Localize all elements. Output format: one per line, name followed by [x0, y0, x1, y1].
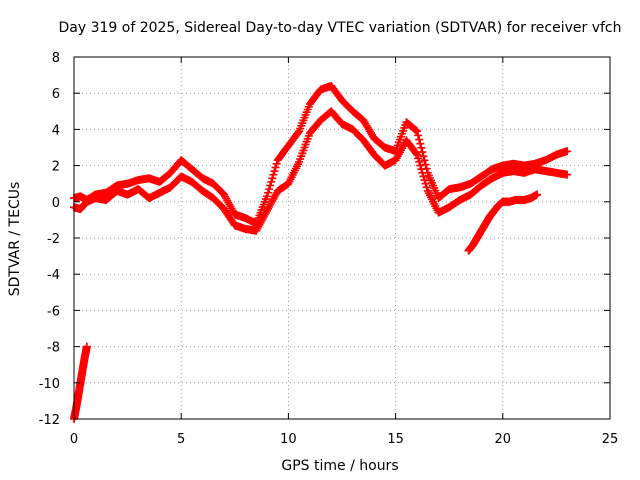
y-axis-label: SDTVAR / TECUs	[7, 182, 23, 297]
chart-title: Day 319 of 2025, Sidereal Day-to-day VTE…	[58, 20, 621, 36]
axis-ticks: 0 5 10 15 20 25 -12 -10 -8 -6 -4 -2 0 2 4 6 8	[39, 51, 619, 447]
data-point	[416, 161, 425, 170]
data-point	[262, 192, 271, 201]
x-tick-label: 5	[177, 432, 185, 447]
y-tick-label: -10	[39, 377, 60, 392]
data-point	[415, 157, 424, 166]
data-point	[418, 148, 427, 157]
data-point	[419, 152, 428, 161]
data-point	[417, 165, 426, 174]
data-point	[411, 149, 420, 158]
data-point	[563, 170, 572, 179]
x-tick-label: 10	[280, 432, 297, 447]
data-point	[266, 181, 275, 190]
data-point	[417, 143, 426, 152]
data-point	[294, 128, 303, 137]
data-point	[415, 135, 424, 144]
data-point	[563, 147, 572, 156]
x-tick-label: 25	[602, 432, 619, 447]
series-early-track	[70, 342, 91, 423]
data-point	[265, 185, 274, 194]
x-axis-label: GPS time / hours	[281, 458, 398, 474]
data-point	[421, 179, 430, 188]
y-tick-label: -2	[47, 232, 60, 247]
data-point	[411, 126, 420, 135]
y-tick-label: 4	[52, 123, 60, 138]
data-point	[82, 342, 91, 351]
series-late-track	[464, 190, 542, 255]
data-points	[70, 81, 572, 423]
data-point	[272, 159, 281, 168]
data-point	[420, 176, 429, 185]
series-track-b	[70, 107, 572, 235]
y-tick-label: -6	[47, 304, 60, 319]
y-tick-label: 6	[52, 87, 60, 102]
data-point	[422, 183, 431, 192]
x-tick-label: 0	[70, 432, 78, 447]
data-point	[413, 150, 422, 159]
data-point	[267, 177, 276, 186]
y-tick-label: -8	[47, 341, 60, 356]
grid-lines	[74, 57, 610, 419]
data-point	[418, 168, 427, 177]
data-point	[268, 174, 277, 183]
data-point	[414, 154, 423, 163]
y-tick-label: -12	[39, 413, 60, 428]
y-tick-label: 0	[52, 196, 60, 211]
data-point	[421, 160, 430, 169]
x-tick-label: 20	[495, 432, 512, 447]
y-tick-label: 8	[52, 51, 60, 66]
data-point	[269, 170, 278, 179]
data-point	[419, 172, 428, 181]
y-tick-label: 2	[52, 160, 60, 175]
data-point	[420, 156, 429, 165]
data-point	[264, 188, 273, 197]
data-point	[270, 167, 279, 176]
data-point	[414, 131, 423, 140]
x-tick-label: 15	[387, 432, 404, 447]
data-point	[533, 190, 542, 199]
y-tick-label: -4	[47, 268, 60, 283]
data-point	[413, 127, 422, 136]
data-point	[271, 163, 280, 172]
data-point	[416, 139, 425, 148]
